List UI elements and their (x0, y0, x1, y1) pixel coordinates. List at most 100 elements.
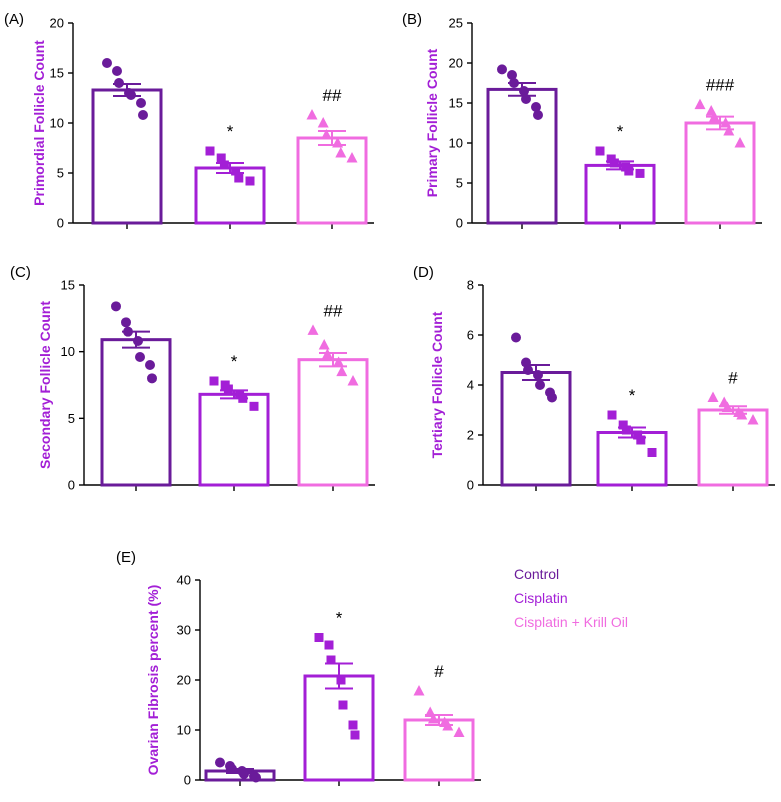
data-point (145, 360, 155, 370)
y-tick-label: 15 (50, 66, 64, 81)
significance-label: * (336, 609, 343, 628)
data-point (317, 117, 329, 128)
bar (403, 718, 475, 782)
data-point (633, 430, 643, 440)
data-point (112, 66, 122, 76)
bar (486, 87, 558, 225)
data-point (453, 726, 465, 737)
y-tick-label: 0 (456, 216, 463, 231)
chart-panel: (C) 0 5 10 15 Secondary Follicle Count * ## (10, 264, 375, 493)
data-point (346, 152, 358, 163)
data-point (227, 764, 237, 774)
bar (297, 358, 369, 487)
data-point (736, 409, 748, 420)
y-tick-label: 25 (449, 16, 463, 31)
data-point (734, 137, 746, 148)
bar (296, 136, 368, 225)
data-point (215, 757, 225, 768)
data-point (219, 160, 229, 170)
y-tick-label: 40 (177, 573, 191, 588)
data-point (318, 339, 330, 350)
y-tick-label: 0 (57, 216, 64, 231)
legend: Control Cisplatin Cisplatin + Krill Oil (514, 566, 628, 630)
data-point (111, 301, 121, 312)
data-point (511, 332, 521, 343)
bar (697, 408, 769, 487)
y-tick-label: 0 (184, 773, 191, 788)
significance-label: ### (706, 76, 735, 95)
data-point (723, 125, 735, 136)
significance-label: * (227, 122, 234, 141)
data-point (647, 448, 657, 457)
data-point (509, 78, 519, 88)
data-point (347, 375, 359, 386)
significance-label: ## (323, 86, 342, 105)
bar (303, 674, 375, 782)
y-tick-label: 10 (177, 723, 191, 738)
data-point (348, 720, 358, 730)
data-point (350, 730, 360, 740)
chart-panel: (D) 0 2 4 6 8 Tertiary Follicle Count * # (413, 264, 775, 493)
data-point (595, 146, 605, 156)
data-point (747, 414, 759, 425)
data-point (138, 110, 148, 120)
data-point (234, 173, 244, 183)
panel-letter: (E) (116, 549, 136, 566)
data-point (333, 356, 345, 367)
data-point (694, 98, 706, 110)
data-point (547, 392, 557, 403)
data-point (531, 102, 541, 112)
panel-letter: (A) (4, 11, 24, 28)
y-axis-label: Ovarian Fibrosis percent (%) (145, 585, 161, 776)
data-point (721, 401, 733, 412)
data-point (336, 675, 346, 685)
y-axis-label: Tertiary Follicle Count (429, 311, 445, 458)
data-point (497, 64, 507, 75)
y-axis-label: Primary Follicle Count (424, 48, 440, 197)
data-point (326, 655, 336, 665)
y-tick-label: 5 (57, 166, 64, 181)
bar (91, 88, 163, 225)
data-point (507, 70, 517, 80)
data-point (121, 317, 131, 328)
data-point (123, 326, 133, 337)
y-tick-label: 30 (177, 623, 191, 638)
data-point (320, 129, 332, 140)
data-point (442, 720, 454, 731)
data-point (324, 640, 334, 650)
y-tick-label: 2 (467, 428, 474, 443)
chart-panel: (B) 0 5 10 15 20 25 Primary Follicle Count * ### (402, 11, 762, 231)
data-point (708, 111, 720, 122)
data-point (720, 117, 732, 128)
data-point (238, 393, 248, 403)
data-point (306, 109, 318, 120)
data-point (332, 137, 344, 148)
y-tick-label: 15 (61, 278, 75, 293)
data-point (519, 86, 529, 96)
data-point (314, 633, 324, 642)
legend-item-cisplatin: Cisplatin (514, 590, 568, 606)
y-tick-label: 8 (467, 278, 474, 293)
data-point (707, 391, 719, 402)
significance-label: ## (324, 301, 343, 320)
significance-label: * (617, 122, 624, 141)
bar (596, 431, 668, 487)
data-point (521, 94, 531, 104)
y-tick-label: 15 (449, 96, 463, 111)
data-point (427, 713, 439, 724)
y-tick-label: 20 (449, 56, 463, 71)
data-point (321, 348, 333, 359)
y-tick-label: 0 (68, 478, 75, 493)
data-point (609, 158, 619, 168)
chart-panel: (E) 0 10 20 30 40 Ovarian Fibrosis percent (%)… (116, 549, 481, 788)
y-axis-label: Primordial Follicle Count (31, 40, 47, 206)
data-point (335, 147, 347, 158)
data-point (245, 176, 255, 186)
panel-letter: (B) (402, 11, 422, 28)
panel-letter: (C) (10, 264, 31, 281)
data-point (636, 435, 646, 445)
data-point (307, 324, 319, 335)
significance-label: # (728, 369, 738, 388)
data-point (535, 380, 545, 390)
